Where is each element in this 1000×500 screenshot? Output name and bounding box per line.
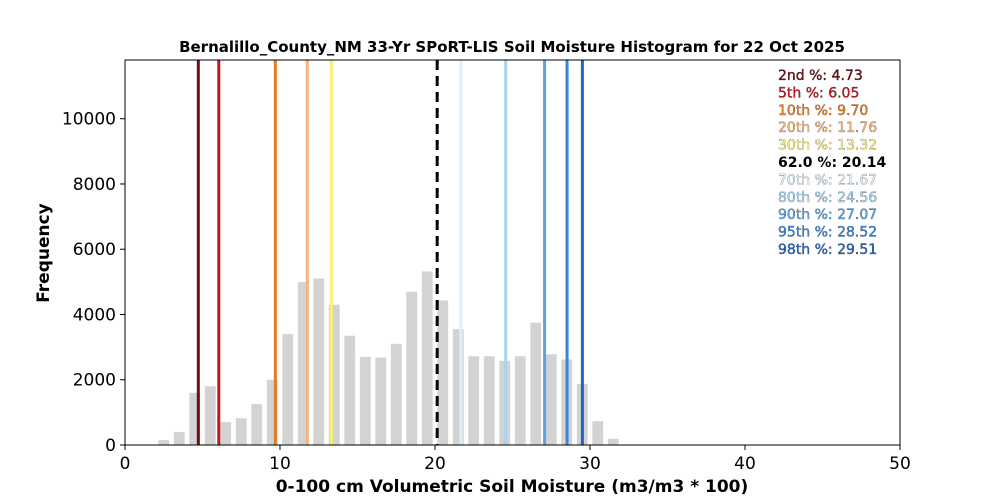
histogram-bar — [344, 335, 356, 445]
x-tick-label: 50 — [889, 454, 911, 474]
y-tick-label: 0 — [105, 436, 116, 456]
histogram-bar — [313, 278, 325, 445]
histogram-bar — [592, 421, 604, 445]
histogram-bar — [359, 356, 371, 445]
histogram-bar — [266, 379, 278, 445]
histogram-bar — [514, 356, 526, 445]
legend-entry: 70th %: 21.67 — [778, 172, 877, 188]
histogram-bar — [204, 386, 216, 445]
histogram-bar — [390, 343, 402, 445]
histogram-bar — [421, 271, 433, 445]
y-tick-label: 8000 — [73, 175, 116, 195]
x-axis-label: 0-100 cm Volumetric Soil Moisture (m3/m3… — [276, 477, 749, 497]
histogram-bar — [530, 322, 542, 445]
x-tick-label: 0 — [120, 454, 131, 474]
histogram-bar — [328, 304, 340, 445]
histogram-bar — [437, 300, 449, 445]
legend-entry: 10th %: 9.70 — [778, 103, 868, 119]
legend-entry: 62.0 %: 20.14 — [778, 155, 886, 171]
y-tick-label: 10000 — [62, 110, 116, 130]
histogram-bar — [220, 422, 232, 445]
histogram-bar — [235, 418, 247, 445]
histogram-bar — [483, 356, 495, 445]
legend-entry: 30th %: 13.32 — [778, 138, 877, 154]
y-tick-label: 6000 — [73, 240, 116, 260]
histogram-bar — [173, 431, 185, 445]
x-axis-ticks: 0 10 20 30 40 50 — [120, 445, 911, 474]
legend-entry: 80th %: 24.56 — [778, 190, 877, 206]
histogram-bar — [545, 354, 557, 445]
percentile-lines-layer — [196, 60, 584, 445]
x-tick-label: 20 — [424, 454, 446, 474]
x-tick-label: 30 — [579, 454, 601, 474]
x-tick-label: 40 — [734, 454, 756, 474]
legend-entry: 20th %: 11.76 — [778, 120, 877, 136]
legend-entry: 95th %: 28.52 — [778, 225, 877, 241]
legend-entry: 2nd %: 4.73 — [778, 68, 863, 84]
histogram-bar — [297, 281, 309, 445]
x-tick-label: 10 — [269, 454, 291, 474]
y-axis-ticks: 0 2000 4000 6000 8000 10000 — [62, 110, 125, 456]
histogram-bar — [158, 440, 170, 445]
y-axis-label: Frequency — [34, 203, 54, 303]
chart-title: Bernalillo_County_NM 33-Yr SPoRT-LIS Soi… — [179, 38, 845, 56]
legend-entry: 5th %: 6.05 — [778, 85, 859, 101]
histogram-bar — [375, 357, 387, 445]
histogram-bar — [452, 329, 464, 445]
legend-entry: 98th %: 29.51 — [778, 242, 877, 258]
plot-frame — [124, 59, 901, 446]
histogram-bar — [607, 438, 619, 445]
legend-entry: 90th %: 27.07 — [778, 207, 877, 223]
bars-layer — [158, 271, 619, 445]
histogram-bar — [282, 334, 294, 445]
y-tick-label: 4000 — [73, 305, 116, 325]
histogram-bar — [406, 291, 418, 445]
histogram-bar — [189, 392, 201, 445]
histogram-bar — [468, 356, 480, 445]
histogram-bar — [251, 404, 263, 445]
y-tick-label: 2000 — [73, 371, 116, 391]
